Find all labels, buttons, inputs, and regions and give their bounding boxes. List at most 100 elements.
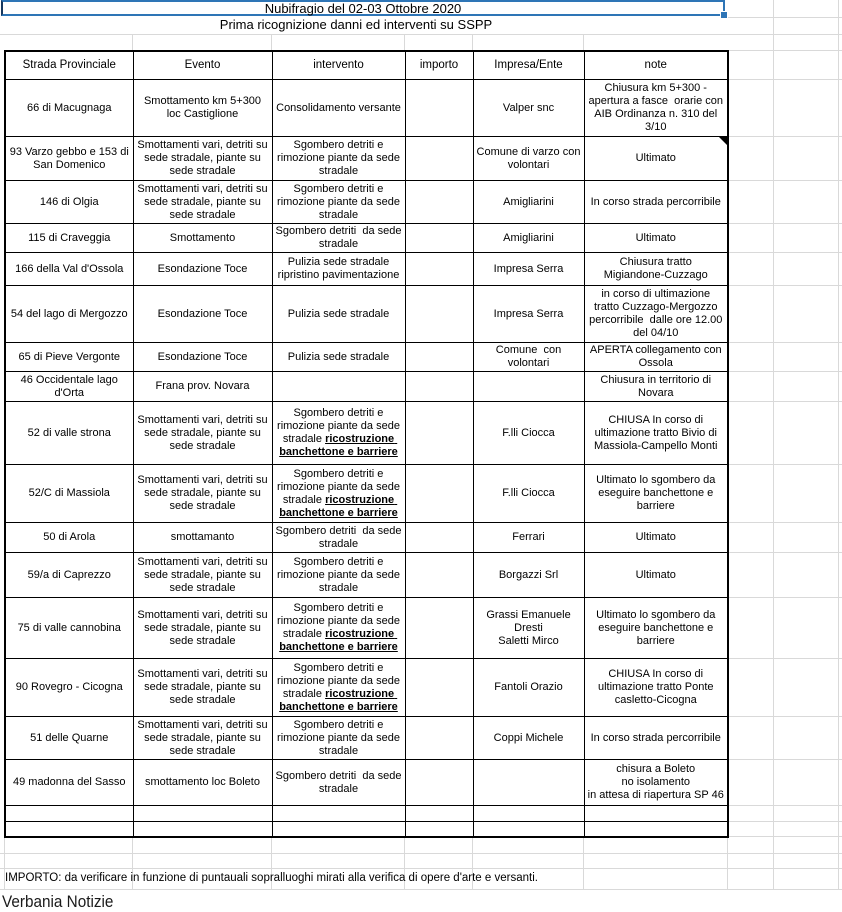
cell-impresa[interactable]: Valper snc [472, 79, 585, 137]
cell-evento[interactable]: Smottamenti vari, detriti su sede strada… [132, 180, 273, 224]
cell-intervento[interactable]: Pulizia sede stradale [271, 285, 406, 343]
cell-evento[interactable]: smottamanto [132, 522, 273, 553]
title-cell-selected[interactable]: Nubifragio del 02-03 Ottobre 2020 [1, 0, 728, 19]
cell-note[interactable]: Ultimato lo sgombero da eseguire banchet… [583, 464, 729, 523]
cell-intervento[interactable]: Sgombero detriti e rimozione piante da s… [271, 401, 406, 465]
cell-note[interactable] [583, 805, 729, 822]
cell-note[interactable]: Chiusura tratto Migiandone-Cuzzago [583, 252, 729, 286]
cell-evento[interactable]: Smottamenti vari, detriti su sede strada… [132, 716, 273, 760]
cell-intervento[interactable]: Sgombero detriti e rimozione piante da s… [271, 136, 406, 181]
cell-strada[interactable]: 66 di Macugnaga [4, 79, 134, 137]
cell-note[interactable]: In corso strada percorribile [583, 716, 729, 760]
importo-footnote[interactable]: IMPORTO: da verificare in funzione di pu… [5, 872, 538, 884]
cell-note[interactable]: Ultimato [583, 552, 729, 598]
cell-evento[interactable]: Esondazione Toce [132, 342, 273, 372]
cell-importo[interactable] [404, 180, 474, 224]
cell-strada[interactable]: 52/C di Massiola [4, 464, 134, 523]
cell-intervento[interactable]: Sgombero detriti da sede stradale [271, 759, 406, 806]
column-header-intervento[interactable]: intervento [271, 50, 406, 80]
cell-intervento[interactable]: Pulizia sede stradale [271, 342, 406, 372]
cell-evento[interactable]: smottamento loc Boleto [132, 759, 273, 806]
cell-evento[interactable]: Smottamento km 5+300 loc Castiglione [132, 79, 273, 137]
cell-impresa[interactable]: Comune con volontari [472, 342, 585, 372]
cell-importo[interactable] [404, 821, 474, 837]
cell-importo[interactable] [404, 136, 474, 181]
cell-strada[interactable]: 59/a di Caprezzo [4, 552, 134, 598]
cell-impresa[interactable]: Grassi Emanuele Dresti Saletti Mirco [472, 597, 585, 659]
cell-strada[interactable]: 46 Occidentale lago d'Orta [4, 371, 134, 402]
cell-intervento[interactable]: Consolidamento versante [271, 79, 406, 137]
cell-intervento[interactable]: Sgombero detriti da sede stradale [271, 223, 406, 253]
cell-strada[interactable]: 50 di Arola [4, 522, 134, 553]
cell-impresa[interactable] [472, 805, 585, 822]
cell-note[interactable]: In corso strada percorribile [583, 180, 729, 224]
cell-impresa[interactable]: Fantoli Orazio [472, 658, 585, 717]
cell-evento[interactable] [132, 805, 273, 822]
cell-strada[interactable]: 65 di Pieve Vergonte [4, 342, 134, 372]
cell-evento[interactable]: Smottamenti vari, detriti su sede strada… [132, 552, 273, 598]
cell-evento[interactable]: Smottamenti vari, detriti su sede strada… [132, 136, 273, 181]
cell-strada[interactable] [4, 805, 134, 822]
selection-fill-handle[interactable] [720, 11, 728, 19]
cell-strada[interactable]: 90 Rovegro - Cicogna [4, 658, 134, 717]
cell-intervento[interactable]: Sgombero detriti e rimozione piante da s… [271, 552, 406, 598]
cell-note[interactable]: CHIUSA In corso di ultimazione tratto Po… [583, 658, 729, 717]
cell-impresa[interactable] [472, 821, 585, 837]
cell-importo[interactable] [404, 79, 474, 137]
cell-note[interactable]: APERTA collegamento con Ossola [583, 342, 729, 372]
cell-importo[interactable] [404, 371, 474, 402]
cell-evento[interactable]: Smottamenti vari, detriti su sede strada… [132, 401, 273, 465]
cell-intervento[interactable]: Sgombero detriti e rimozione piante da s… [271, 597, 406, 659]
cell-impresa[interactable]: Borgazzi Srl [472, 552, 585, 598]
cell-importo[interactable] [404, 342, 474, 372]
cell-intervento[interactable] [271, 805, 406, 822]
column-header-importo[interactable]: importo [404, 50, 474, 80]
cell-evento[interactable] [132, 821, 273, 837]
cell-intervento[interactable]: Sgombero detriti e rimozione piante da s… [271, 716, 406, 760]
cell-note[interactable]: Ultimato [583, 522, 729, 553]
cell-importo[interactable] [404, 597, 474, 659]
cell-evento[interactable]: Smottamenti vari, detriti su sede strada… [132, 658, 273, 717]
column-header-evento[interactable]: Evento [132, 50, 273, 80]
cell-note[interactable]: Ultimato [583, 136, 729, 181]
cell-importo[interactable] [404, 223, 474, 253]
cell-note[interactable]: Chiusura km 5+300 - apertura a fasce ora… [583, 79, 729, 137]
column-header-strada-provinciale[interactable]: Strada Provinciale [4, 50, 134, 80]
cell-intervento[interactable]: Sgombero detriti e rimozione piante da s… [271, 180, 406, 224]
cell-note[interactable]: chisura a Boleto no isolamento in attesa… [583, 759, 729, 806]
cell-evento[interactable]: Smottamenti vari, detriti su sede strada… [132, 597, 273, 659]
cell-note[interactable]: in corso di ultimazione tratto Cuzzago-M… [583, 285, 729, 343]
cell-strada[interactable]: 52 di valle strona [4, 401, 134, 465]
cell-intervento[interactable]: Sgombero detriti da sede stradale [271, 522, 406, 553]
cell-note[interactable]: CHIUSA In corso di ultimazione tratto Bi… [583, 401, 729, 465]
cell-strada[interactable]: 49 madonna del Sasso [4, 759, 134, 806]
column-header-note[interactable]: note [583, 50, 729, 80]
cell-importo[interactable] [404, 805, 474, 822]
cell-importo[interactable] [404, 552, 474, 598]
cell-intervento[interactable] [271, 821, 406, 837]
cell-intervento[interactable]: Sgombero detriti e rimozione piante da s… [271, 658, 406, 717]
cell-intervento[interactable] [271, 371, 406, 402]
cell-strada[interactable]: 51 delle Quarne [4, 716, 134, 760]
cell-impresa[interactable]: Impresa Serra [472, 285, 585, 343]
cell-importo[interactable] [404, 522, 474, 553]
cell-importo[interactable] [404, 759, 474, 806]
cell-strada[interactable] [4, 821, 134, 837]
cell-importo[interactable] [404, 285, 474, 343]
cell-note[interactable]: Ultimato lo sgombero da eseguire banchet… [583, 597, 729, 659]
cell-impresa[interactable]: Impresa Serra [472, 252, 585, 286]
cell-note[interactable]: Ultimato [583, 223, 729, 253]
cell-strada[interactable]: 54 del lago di Mergozzo [4, 285, 134, 343]
cell-importo[interactable] [404, 658, 474, 717]
cell-importo[interactable] [404, 252, 474, 286]
cell-strada[interactable]: 75 di valle cannobina [4, 597, 134, 659]
cell-strada[interactable]: 93 Varzo gebbo e 153 di San Domenico [4, 136, 134, 181]
cell-evento[interactable]: Smottamenti vari, detriti su sede strada… [132, 464, 273, 523]
cell-note[interactable]: Chiusura in territorio di Novara [583, 371, 729, 402]
cell-importo[interactable] [404, 716, 474, 760]
cell-note[interactable] [583, 821, 729, 837]
cell-evento[interactable]: Frana prov. Novara [132, 371, 273, 402]
cell-strada[interactable]: 146 di Olgia [4, 180, 134, 224]
cell-intervento[interactable]: Pulizia sede stradale ripristino pavimen… [271, 252, 406, 286]
cell-strada[interactable]: 115 di Craveggia [4, 223, 134, 253]
